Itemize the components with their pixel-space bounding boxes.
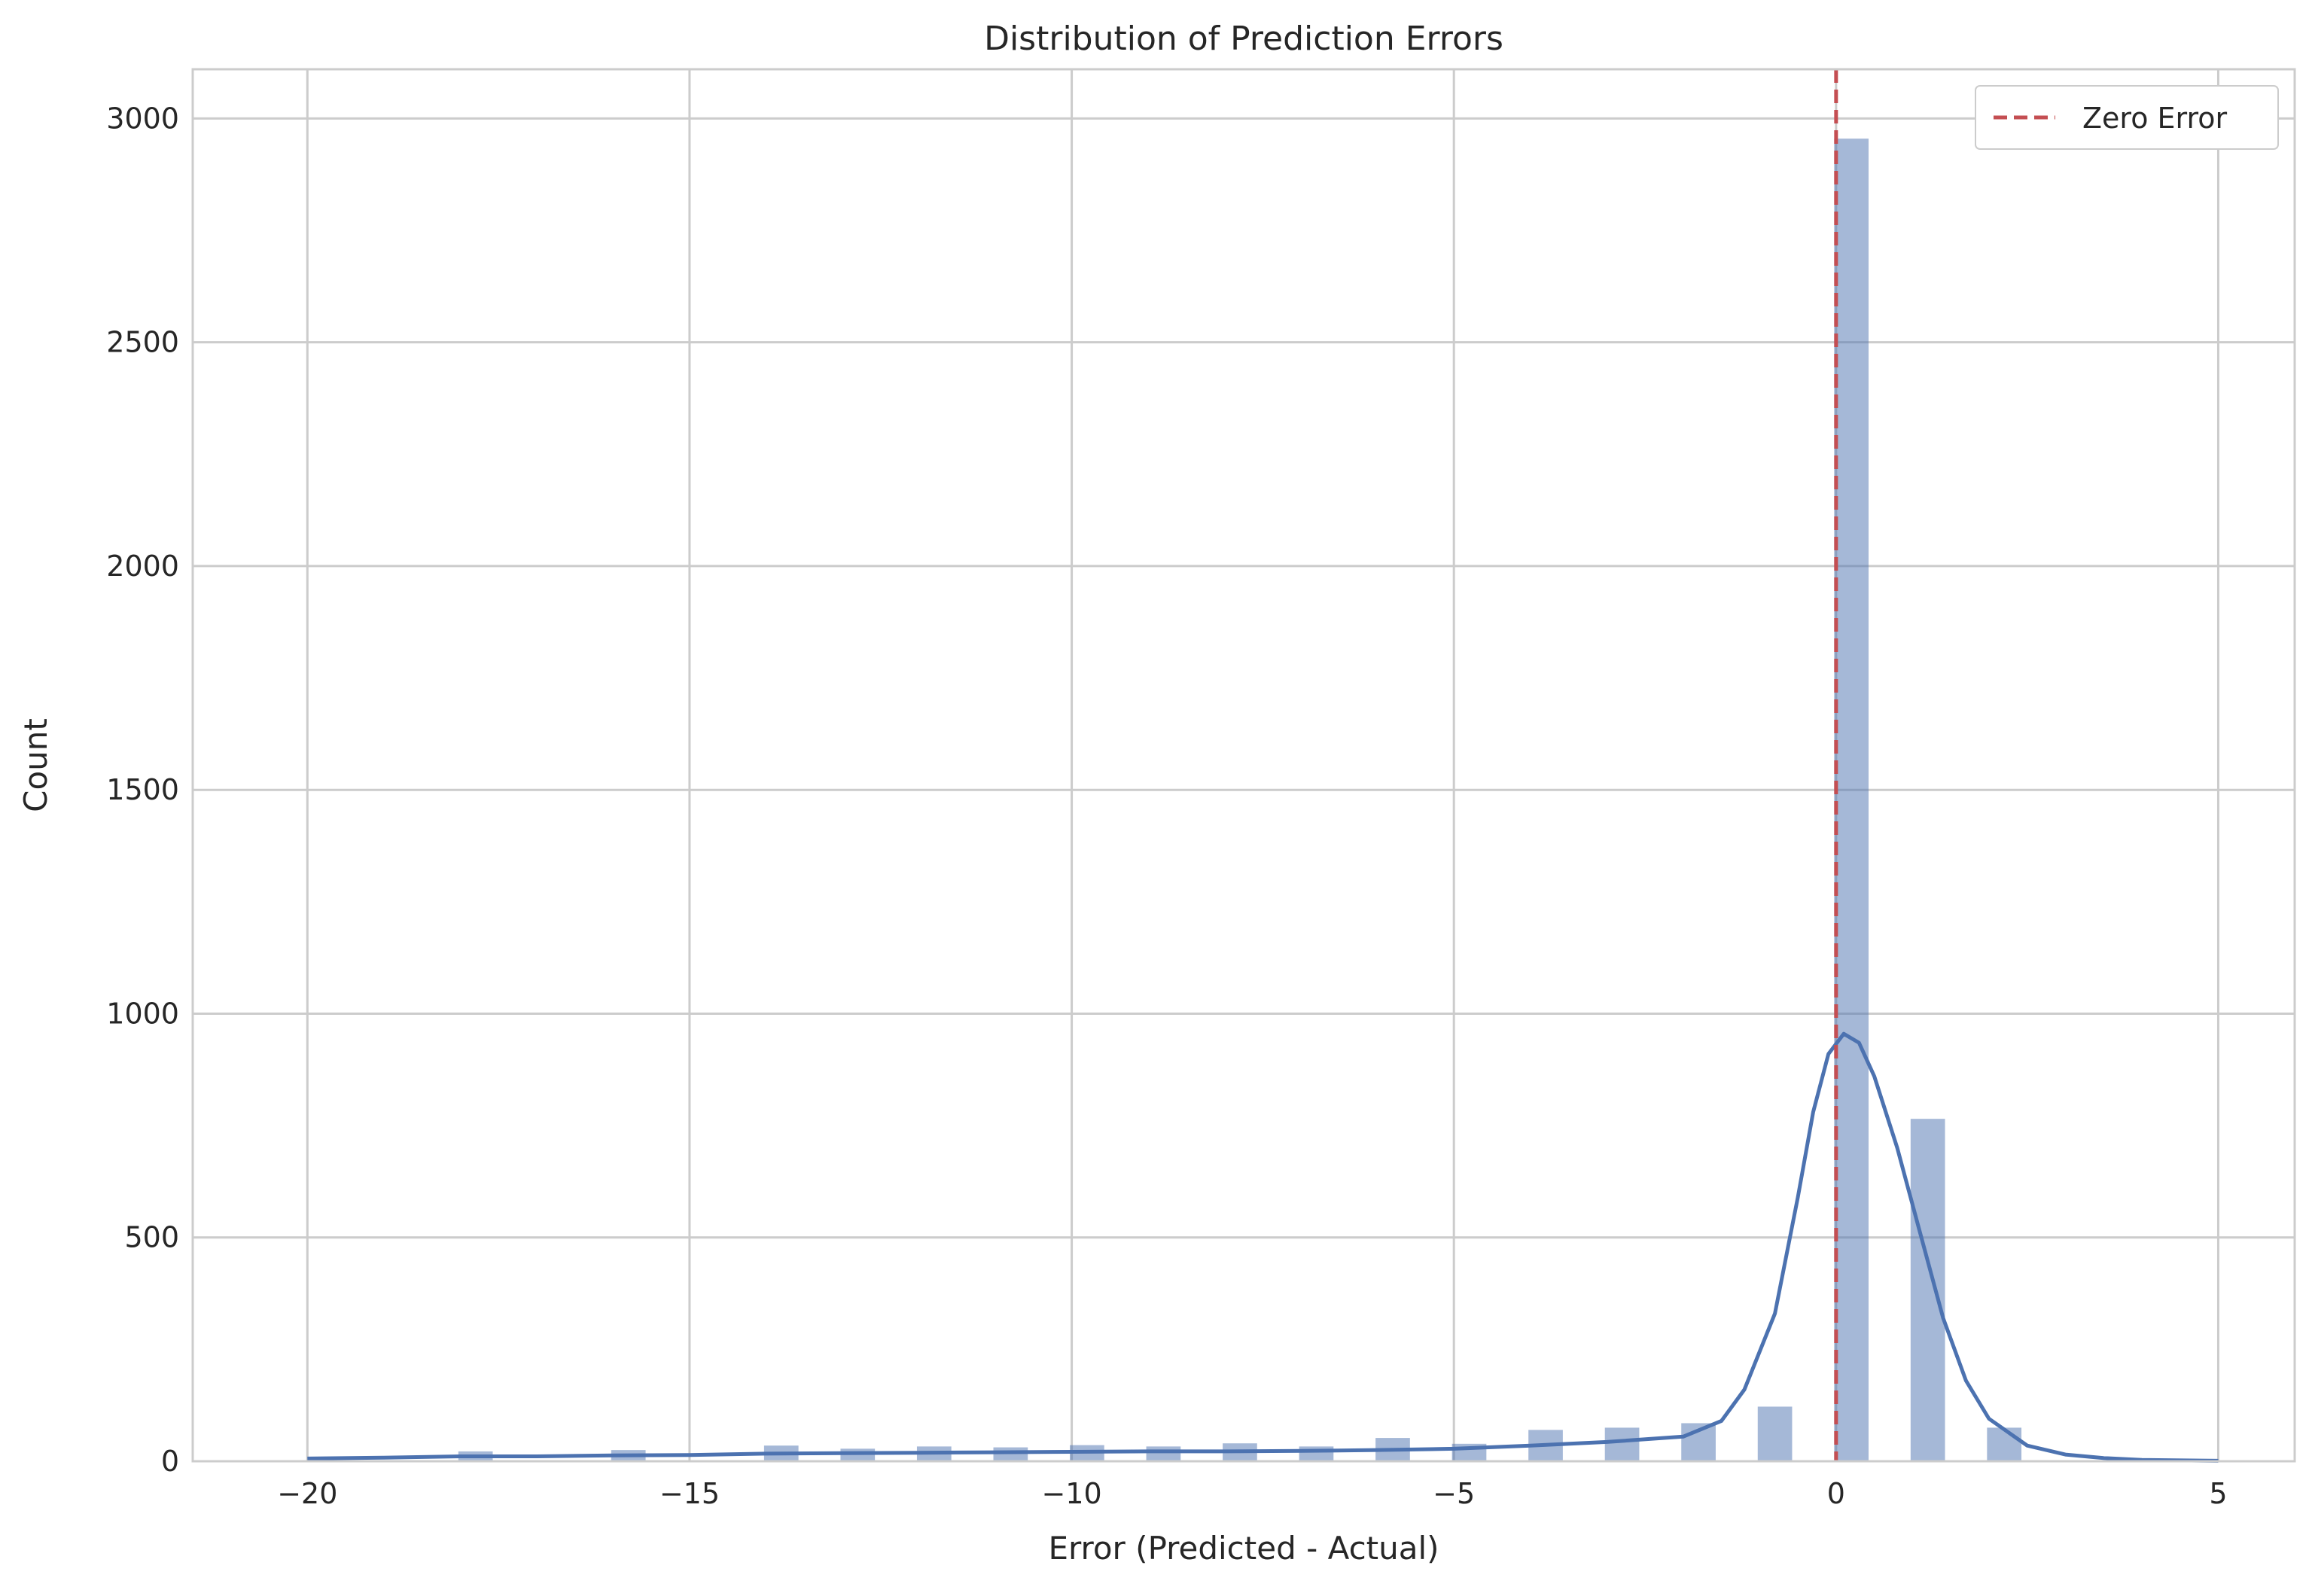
x-tick-label: −5 [1433,1477,1475,1510]
y-axis-label: Count [17,718,54,812]
x-axis-label: Error (Predicted - Actual) [1048,1530,1439,1567]
histogram-bar [1757,1406,1793,1461]
histogram-bar [1604,1427,1640,1461]
grid-lines [193,69,2295,1463]
x-axis-ticks: −20 −15 −10 −5 0 5 [277,1477,2227,1510]
x-tick-label: −15 [659,1477,720,1510]
x-tick-label: 5 [2209,1477,2227,1510]
histogram-bar [1146,1446,1181,1461]
kde-curve [307,1031,2219,1463]
y-tick-label: 500 [124,1221,179,1254]
y-tick-label: 2000 [106,550,179,583]
y-tick-label: 1000 [106,997,179,1030]
histogram-bar [1299,1446,1334,1461]
plot-frame [191,68,2296,1463]
y-tick-label: 2500 [106,326,179,359]
legend-box [1975,85,2279,150]
y-tick-label: 3000 [106,102,179,135]
y-tick-label: 0 [161,1445,179,1478]
legend-label-zero-error: Zero Error [2082,102,2228,135]
plot-area [193,69,2295,1461]
x-tick-label: 0 [1827,1477,1845,1510]
histogram-bar [1910,1119,1945,1461]
chart-title: Distribution of Prediction Errors [984,20,1503,58]
kde-curve-group [307,1031,2219,1463]
histogram-bar [1987,1427,2022,1461]
x-tick-label: −10 [1041,1477,1101,1510]
y-tick-label: 1500 [106,773,179,806]
histogram-bar [993,1447,1028,1461]
legend: Zero Error [1975,85,2279,150]
histogram-bar [1834,139,1869,1462]
x-tick-label: −20 [277,1477,337,1510]
y-axis-ticks: 0 500 1000 1500 2000 2500 3000 [106,102,179,1478]
